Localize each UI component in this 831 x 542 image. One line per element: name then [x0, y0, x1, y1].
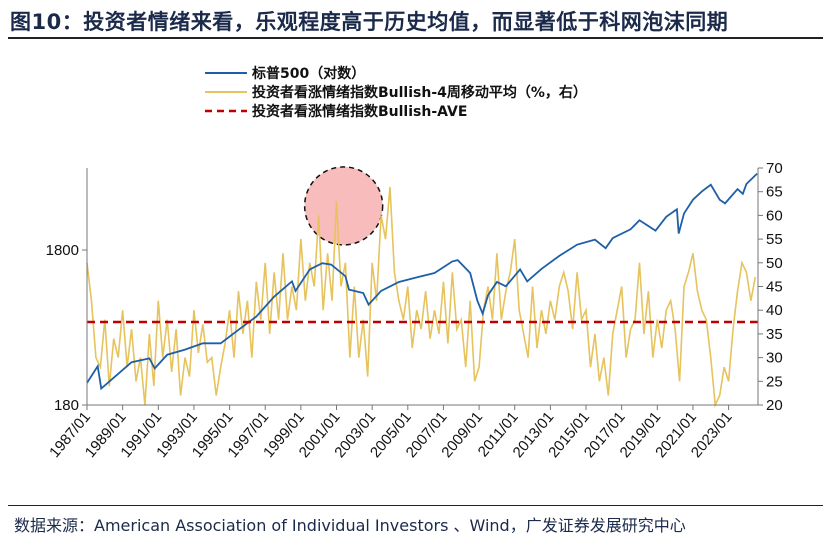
highlight-circle — [303, 166, 384, 246]
legend-label-sp500: 标普500（对数） — [251, 65, 365, 82]
right-tick-label: 60 — [766, 207, 783, 224]
sp500-line — [86, 172, 758, 391]
legend-label-average: 投资者看涨情绪指数Bullish-AVE — [252, 103, 467, 120]
figure-title: 图10：投资者情绪来看，乐观程度高于历史均值，而显著低于科网泡沫同期 — [10, 10, 729, 34]
chart: 180180020253035404550556065701987/011989… — [46, 65, 783, 461]
right-tick-label: 45 — [766, 279, 783, 296]
right-tick-label: 50 — [766, 255, 783, 272]
legend-label-bullish: 投资者看涨情绪指数Bullish-4周移动平均（%，右） — [252, 84, 587, 101]
left-tick-label: 180 — [54, 397, 79, 414]
right-tick-label: 25 — [766, 373, 783, 390]
right-tick-label: 35 — [766, 326, 783, 343]
source-note: 数据来源：American Association of Individual … — [14, 516, 686, 535]
left-tick-label: 1800 — [46, 242, 79, 259]
source-divider — [8, 505, 823, 506]
bullish-line — [86, 186, 757, 408]
legend: 标普500（对数） 投资者看涨情绪指数Bullish-4周移动平均（%，右） 投… — [205, 65, 587, 120]
title-divider — [8, 37, 823, 39]
right-tick-label: 40 — [766, 302, 783, 319]
right-tick-label: 70 — [766, 160, 783, 177]
right-tick-label: 55 — [766, 231, 783, 248]
right-tick-label: 65 — [766, 184, 783, 201]
right-tick-label: 30 — [766, 350, 783, 367]
right-tick-label: 20 — [766, 397, 783, 414]
